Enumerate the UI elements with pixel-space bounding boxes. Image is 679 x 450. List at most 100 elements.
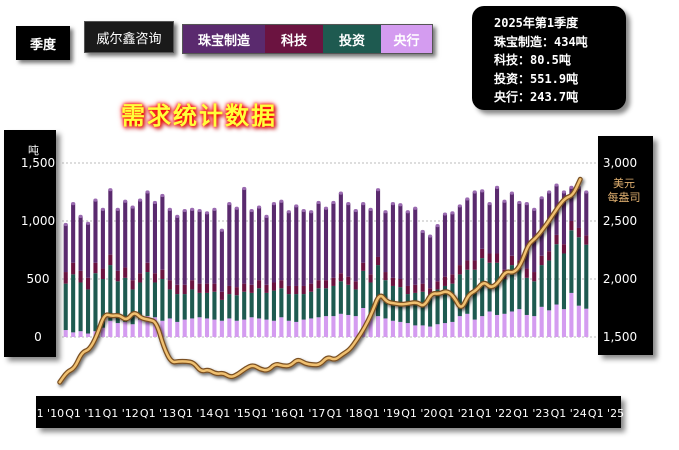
bar-segment [331,277,336,286]
bar-cap [242,186,247,191]
bar-segment [175,294,180,322]
bar-segment [323,208,329,281]
bar-segment [376,256,381,266]
bar-segment [524,203,529,269]
bar-segment [323,288,329,317]
bar-segment [182,284,187,295]
bar-cap [190,207,195,211]
bar-cap [279,199,284,203]
bar-cap [78,214,83,218]
quarter-label: 季度 [29,37,56,53]
bar-cap [346,202,351,206]
bar-segment [494,262,500,315]
bar-segment [271,320,276,337]
bar-segment [227,294,232,319]
bar-segment [547,310,552,337]
bar-segment [442,285,448,324]
quarter-button[interactable]: 季度 [16,26,70,60]
legend-label: 科技 [280,33,307,49]
bar-segment [346,276,351,285]
bar-cap [85,221,91,225]
bar-segment [502,279,507,314]
bar-segment [249,284,254,293]
price-layer [57,176,583,385]
legend-label: 央行 [393,33,420,49]
bar-segment [346,314,351,337]
bar-segment [323,316,329,337]
bar-segment [413,292,418,326]
source-label: 威尔鑫咨询 [84,21,174,53]
bar-segment [227,285,232,295]
bar-cap [368,207,373,211]
info-box: 2025年第1季度 珠宝制造：434吨 科技：80.5吨 投资：551.9吨 央… [472,6,626,110]
bar-segment [554,244,559,305]
bar-segment [301,210,306,286]
bar-segment [465,260,470,270]
info-investment: 投资：551.9吨 [494,71,579,86]
bar-segment [323,280,329,289]
bar-cap [487,202,492,206]
bar-segment [93,200,98,263]
bar-segment [420,231,425,284]
bar-segment [123,267,128,278]
legend-item-investment: 投资 [323,25,381,53]
bar-segment [584,192,589,236]
bar-segment [234,287,239,296]
bar-segment [561,244,567,254]
bar-segment [160,320,165,337]
bar-segment [338,273,343,282]
bar-segment [234,320,239,337]
bar-segment [63,283,68,331]
bar-segment [472,260,477,270]
x-axis-panel [36,396,621,428]
bar-cap [294,204,299,208]
bar-segment [309,291,314,319]
bar-segment [576,305,581,337]
legend: 珠宝制造 科技 投资 央行 [182,24,433,54]
bar-segment [212,283,217,292]
bar-segment [435,324,440,337]
bar-segment [509,311,514,337]
bar-segment [197,292,202,318]
bar-segment [584,308,589,337]
bar-segment [494,253,500,263]
bar-segment [316,288,321,318]
bar-cap [93,198,98,202]
bar-segment [182,294,187,320]
bar-cap [71,202,76,206]
bar-segment [532,272,537,282]
bar-segment [279,201,284,281]
bar-cap [331,200,336,205]
bar-segment [100,279,105,328]
bar-segment [517,269,522,310]
bar-segment [561,253,567,310]
right-axis-panel [598,136,653,355]
bar-segment [569,187,574,221]
bar-cap [376,188,381,192]
legend-item-central-bank: 央行 [381,25,432,53]
bar-segment [547,251,552,261]
bar-cap [398,203,403,207]
bar-segment [502,201,507,270]
bar-segment [175,284,180,295]
bar-cap [323,206,329,210]
bar-cap [309,210,314,214]
bar-segment [561,192,567,245]
bar-segment [115,281,120,324]
bar-cap [264,214,269,218]
bar-segment [100,268,105,279]
bar-segment [353,289,358,317]
bar-segment [554,304,559,337]
bar-segment [242,291,247,320]
bar-segment [517,309,522,337]
bar-segment [249,210,254,285]
bar-segment [286,285,291,295]
bar-segment [353,281,358,290]
bar-segment [167,289,172,319]
bar-segment [524,277,529,315]
bar-segment [152,282,158,318]
bar-segment [338,281,343,314]
bar-segment [465,198,470,261]
bar-segment [85,333,91,337]
legend-item-technology: 科技 [265,25,323,53]
